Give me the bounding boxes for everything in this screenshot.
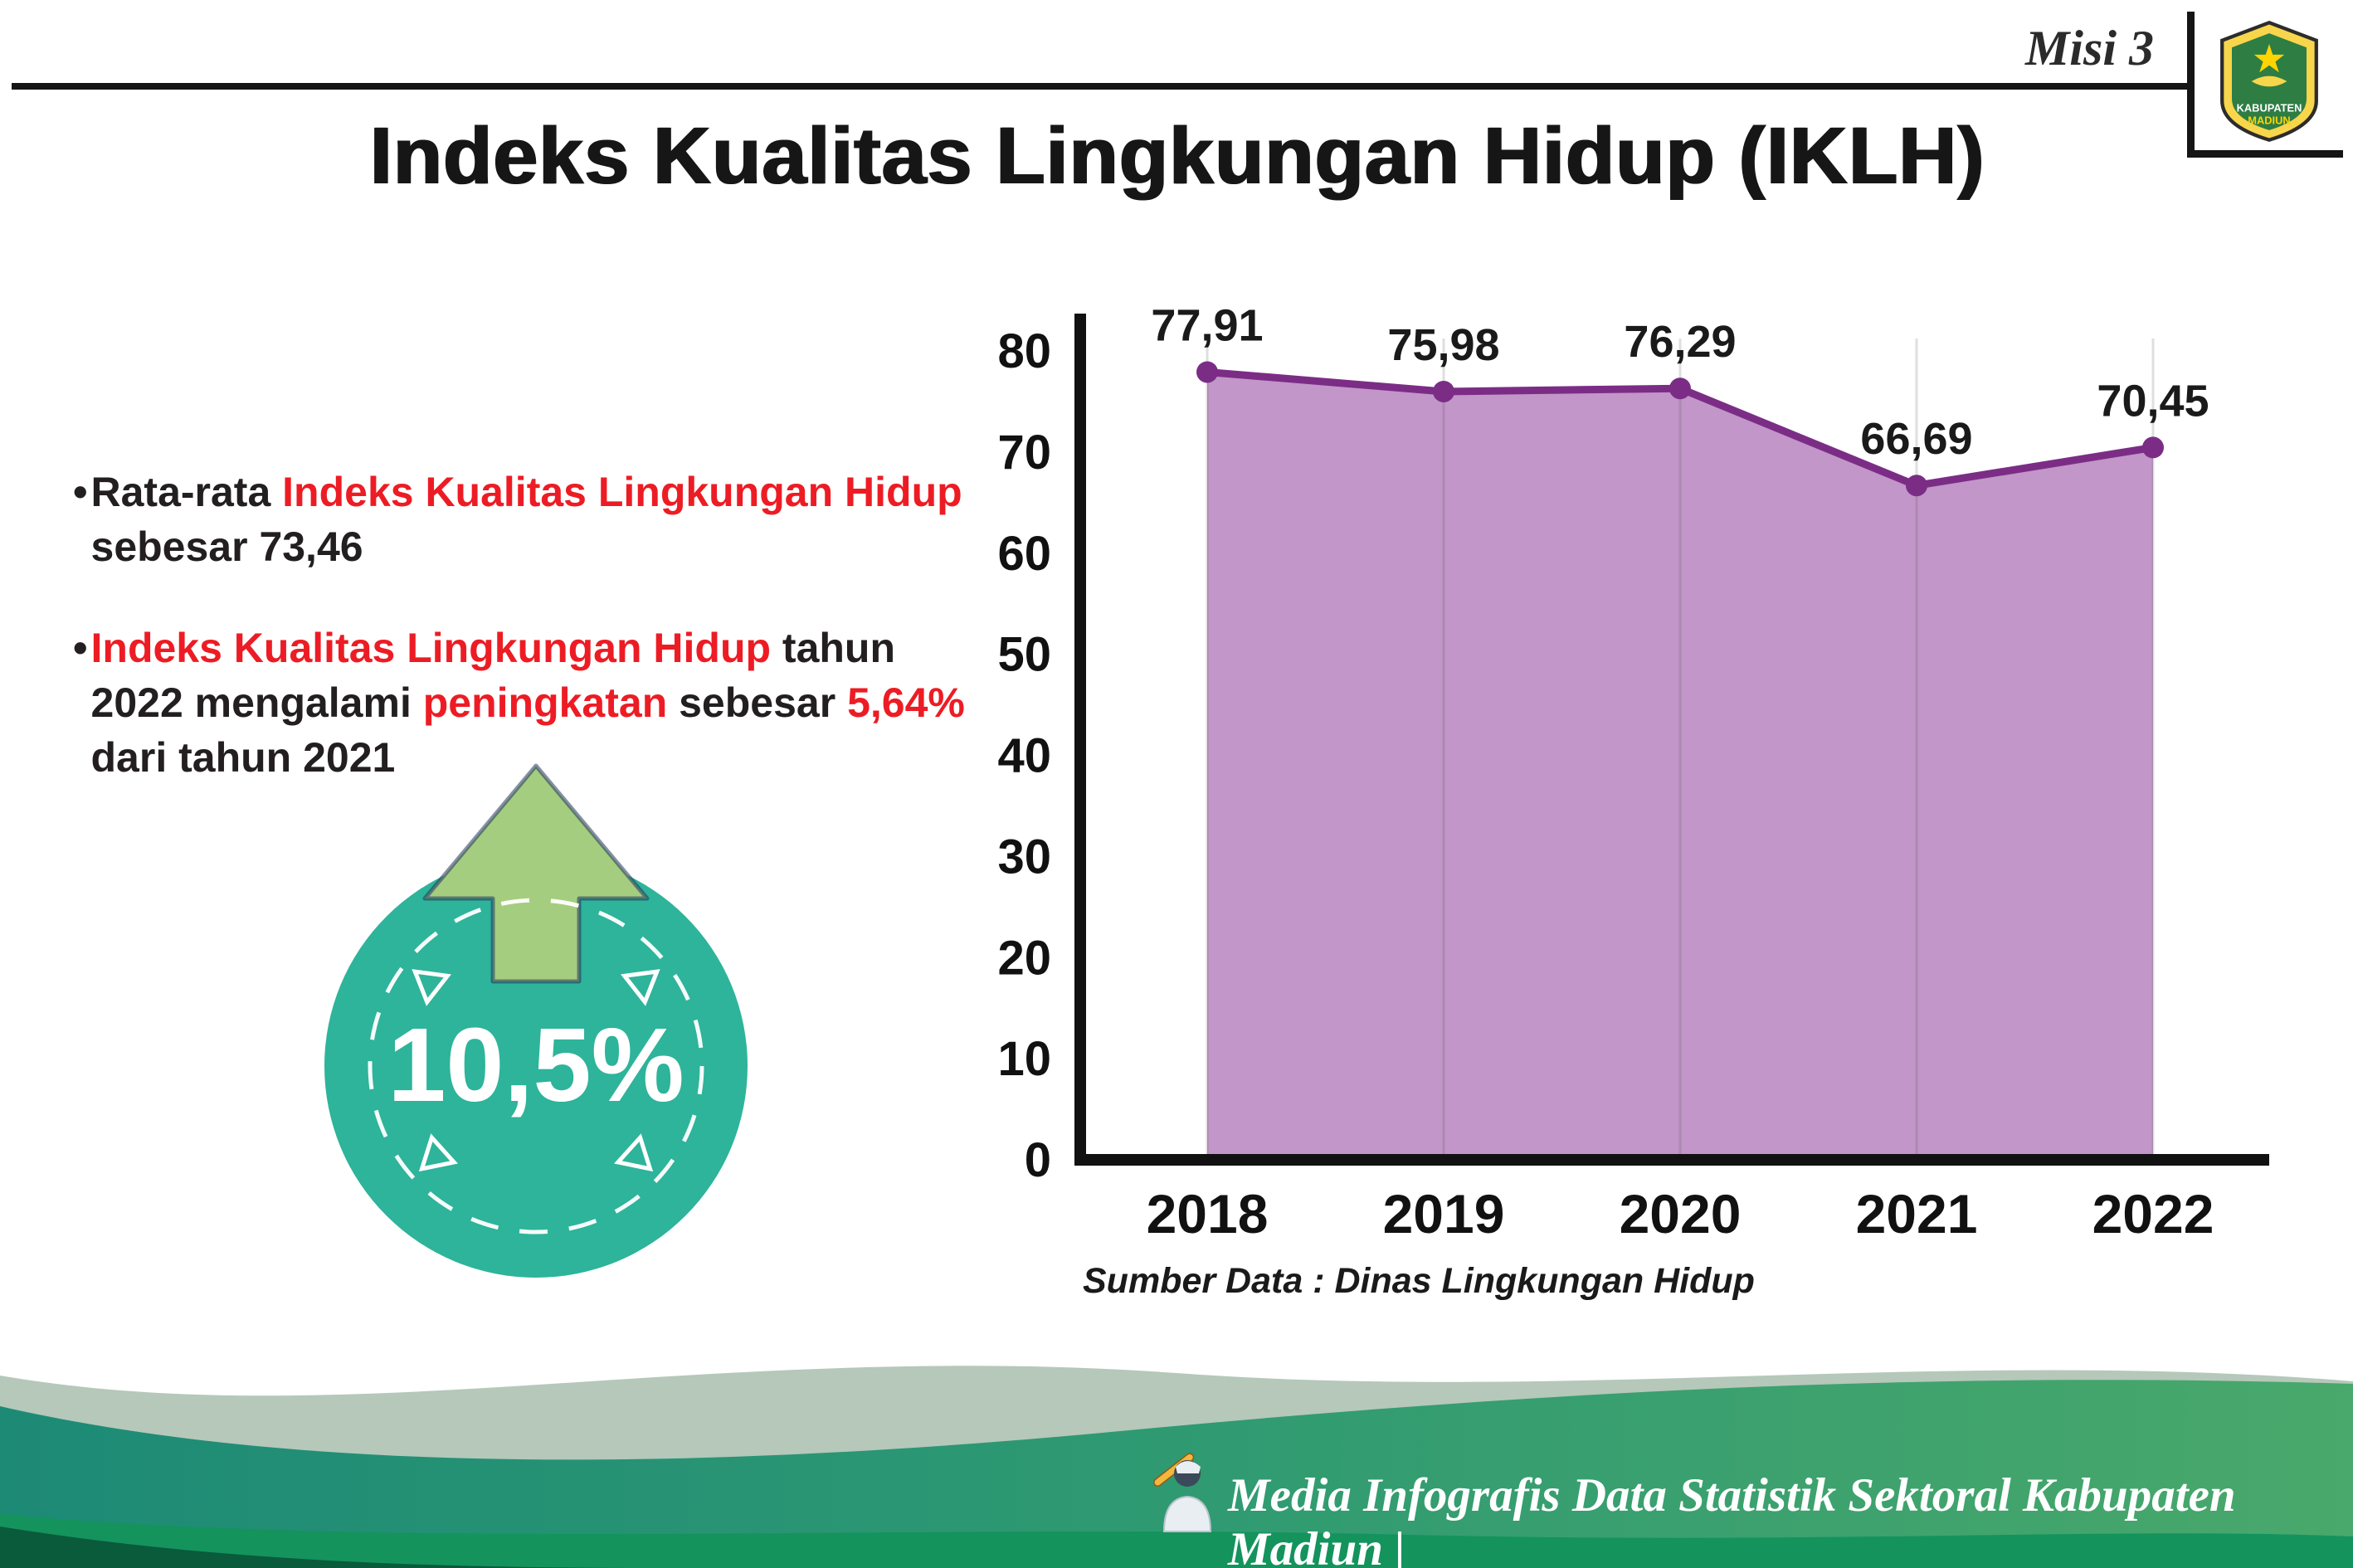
x-tick-label: 2019 <box>1383 1183 1505 1244</box>
bullet-item: • Rata-rata Indeks Kualitas Lingkungan Hi… <box>73 465 965 574</box>
increase-badge: 10,5% <box>324 763 748 1278</box>
badge-ring-triangles <box>412 969 660 1172</box>
bullet-item: • Indeks Kualitas Lingkungan Hidup tahun … <box>73 621 965 785</box>
badge-circle <box>324 855 748 1278</box>
crest-icon: KABUPATEN MADIUN <box>2219 20 2318 142</box>
value-label: 77,91 <box>1151 300 1263 350</box>
data-point <box>1196 361 1218 383</box>
wave-green <box>0 1514 2353 1568</box>
value-label: 66,69 <box>1860 414 1972 464</box>
plain-text: sebesar 73,46 <box>90 523 363 570</box>
bullet-dot: • <box>73 469 88 515</box>
area-fill <box>1207 372 2153 1160</box>
value-label: 70,45 <box>2097 376 2209 426</box>
x-tick-label: 2018 <box>1147 1183 1269 1244</box>
data-point <box>1433 380 1454 402</box>
plain-text: sebesar <box>667 679 848 726</box>
plain-text: Rata-rata <box>90 469 283 515</box>
logo-text-bottom: MADIUN <box>2248 114 2290 126</box>
highlighted-text: Indeks Kualitas Lingkungan Hidup <box>282 469 962 515</box>
x-tick-label: 2021 <box>1856 1183 1978 1244</box>
highlighted-text: Indeks Kualitas Lingkungan Hidup <box>90 625 772 671</box>
data-point <box>2142 436 2164 459</box>
y-tick-label: 80 <box>997 324 1051 378</box>
footer-caption: Media Infografis Data Statistik Sektoral… <box>1228 1469 2236 1568</box>
badge-percent-value: 10,5% <box>387 1006 684 1123</box>
plain-text: dari tahun 2021 <box>90 734 396 781</box>
y-tick-label: 20 <box>997 931 1051 985</box>
mascot-icon <box>1153 1453 1212 1532</box>
y-tick-label: 30 <box>997 830 1051 884</box>
iklh-area-chart: 77,91 75,98 76,29 66,69 70,45 0 10 20 30 40 50 60 70… <box>997 300 2269 1244</box>
page-title: Indeks Kualitas Lingkungan Hidup (IKLH) <box>368 110 1985 201</box>
x-tick-label: 2022 <box>2092 1183 2214 1244</box>
x-tick-label: 2020 <box>1620 1183 1742 1244</box>
data-point <box>1906 475 1927 497</box>
plain-text: tahun 2022 mengalami <box>90 625 896 726</box>
bullet-dot: • <box>73 625 88 671</box>
highlighted-text: peningkatan <box>422 679 668 726</box>
misi-label: Misi 3 <box>2024 21 2154 75</box>
bullet-text: Rata-rata Indeks Kualitas Lingkungan Hid… <box>91 465 965 574</box>
wave-dark-corner <box>0 1527 664 1568</box>
up-arrow-icon <box>422 763 650 984</box>
y-tick-label: 40 <box>997 729 1051 783</box>
badge-dashed-ring <box>368 898 704 1234</box>
y-tick-label: 10 <box>997 1032 1051 1086</box>
bullet-text: Indeks Kualitas Lingkungan Hidup tahun 2… <box>91 621 965 785</box>
y-tick-label: 70 <box>997 426 1051 480</box>
value-label: 76,29 <box>1624 317 1736 367</box>
logo-text-top: KABUPATEN <box>2236 101 2302 114</box>
data-point <box>1669 377 1691 400</box>
data-source-note: Sumber Data : Dinas Lingkungan Hidup <box>1083 1261 1755 1301</box>
highlighted-text: 5,64% <box>847 679 965 726</box>
y-tick-label: 60 <box>997 527 1051 581</box>
header-rule <box>12 83 2187 90</box>
value-label: 75,98 <box>1387 320 1499 370</box>
key-findings-list: • Rata-rata Indeks Kualitas Lingkungan Hi… <box>73 465 965 785</box>
y-tick-label: 0 <box>1025 1133 1051 1187</box>
kabupaten-madiun-logo: KABUPATEN MADIUN <box>2187 12 2343 158</box>
y-tick-label: 50 <box>997 628 1051 682</box>
